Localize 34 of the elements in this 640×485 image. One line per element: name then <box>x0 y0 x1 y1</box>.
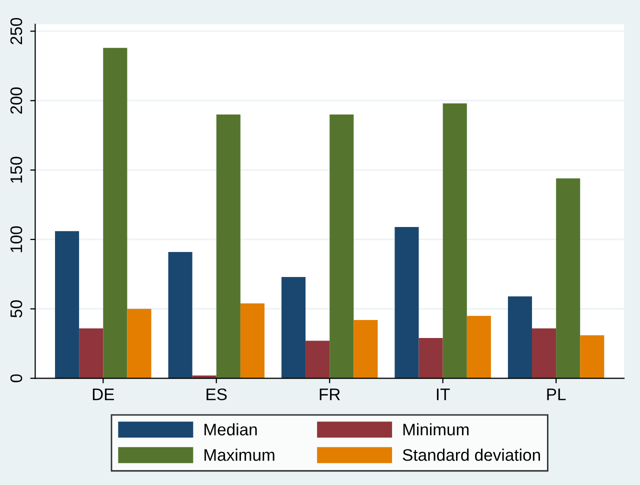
bar <box>306 340 330 378</box>
bar <box>580 335 604 378</box>
bar <box>79 328 104 378</box>
x-tick-label: ES <box>206 388 227 400</box>
legend-label: Minimum <box>403 423 469 436</box>
y-tick-label: 200 <box>10 87 22 114</box>
bar <box>127 308 152 378</box>
y-tick-label: 250 <box>10 18 22 44</box>
bar <box>354 320 378 378</box>
y-tick-label: 50 <box>10 300 22 318</box>
bar <box>330 114 354 378</box>
bar <box>168 252 192 378</box>
x-tick-label: PL <box>547 388 566 400</box>
bar <box>466 316 491 378</box>
bar <box>281 276 306 378</box>
x-tick-label: FR <box>320 388 340 400</box>
legend-label: Maximum <box>204 448 274 461</box>
bar <box>55 231 80 378</box>
bar <box>508 296 532 378</box>
bar <box>532 328 556 378</box>
bar <box>556 178 580 378</box>
bar <box>103 48 128 378</box>
legend-label: Standard deviation <box>402 448 540 461</box>
x-tick-label: DE <box>92 388 114 400</box>
bar <box>442 103 467 378</box>
y-tick-label: 150 <box>10 156 22 183</box>
bar <box>418 338 443 378</box>
bar <box>394 226 419 378</box>
x-tick-label: IT <box>436 388 450 400</box>
legend-label: Median <box>204 423 257 436</box>
bar <box>216 114 240 378</box>
y-tick-label: 0 <box>10 374 22 382</box>
bar <box>240 303 264 378</box>
y-tick-label: 100 <box>10 226 22 252</box>
